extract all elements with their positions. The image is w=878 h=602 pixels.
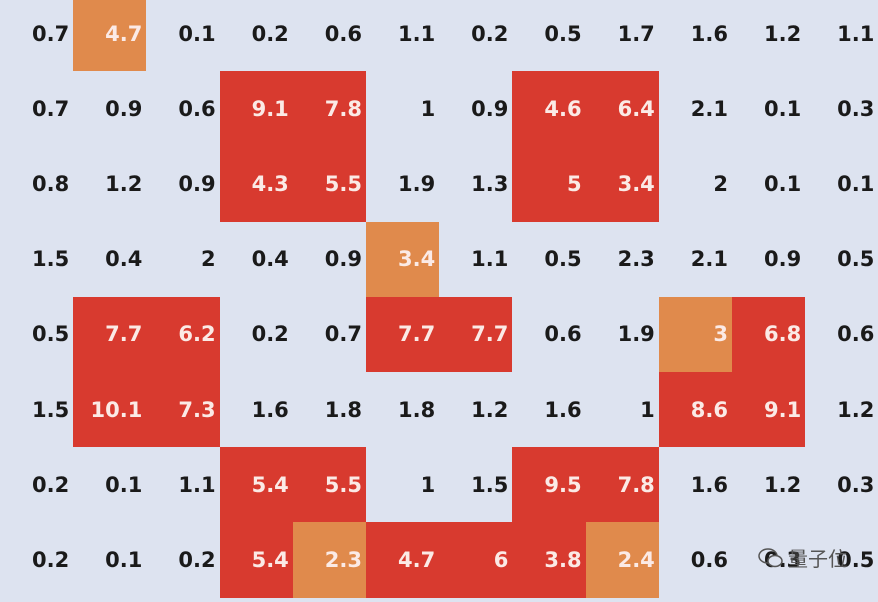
cell: 9.1 (732, 372, 806, 448)
cell: 1 (420, 472, 436, 497)
cell: 7.8 (292, 71, 366, 147)
cell: 3.4 (366, 221, 440, 297)
cell: 3.8 (512, 522, 586, 598)
cell: 5.5 (292, 447, 366, 523)
cell: 2.1 (690, 247, 728, 272)
cell: 7.7 (439, 296, 513, 372)
cell: 1.1 (837, 21, 875, 46)
cell: 1.8 (324, 397, 362, 422)
cell: 6.2 (146, 296, 220, 372)
cell: 0.5 (544, 21, 582, 46)
cell: 0.9 (105, 96, 143, 121)
cell: 1.6 (251, 397, 289, 422)
watermark: 量子位 (788, 547, 848, 571)
cell: 0.2 (31, 472, 70, 497)
cell: 0.1 (763, 96, 802, 121)
cell: 0.5 (544, 247, 582, 272)
cell: 2.3 (292, 522, 366, 598)
cell: 1.6 (690, 472, 728, 497)
cell: 1.1 (178, 472, 216, 497)
cell: 2 (200, 247, 216, 272)
cell: 1.2 (837, 397, 875, 422)
cell: 1.5 (471, 472, 509, 497)
cell: 4.3 (219, 146, 293, 222)
cell: 2 (713, 171, 728, 196)
cell: 0.2 (31, 547, 70, 572)
cell: 10.1 (73, 372, 147, 448)
cell: 0.6 (178, 96, 216, 121)
cell: 0.6 (837, 322, 875, 347)
cell: 0.7 (31, 21, 70, 46)
cell: 7.8 (585, 447, 659, 523)
cell: 1.2 (105, 171, 143, 196)
cell: 0.2 (471, 21, 509, 46)
cell: 1.1 (397, 21, 436, 46)
cell: 0.1 (105, 547, 143, 572)
cell: 4.7 (73, 0, 147, 72)
cell: 1.2 (763, 21, 802, 46)
cell: 7.3 (146, 372, 220, 448)
cell: 0.9 (178, 171, 216, 196)
cell: 6.4 (585, 71, 659, 147)
cell: 9.1 (219, 71, 293, 147)
cell: 1.1 (471, 247, 509, 272)
cell: 3 (658, 296, 732, 372)
cell: 0.3 (837, 96, 875, 121)
cell: 0.2 (251, 21, 289, 46)
cell: 0.6 (324, 21, 362, 46)
cell: 0.1 (105, 472, 143, 497)
cell: 1.5 (31, 247, 70, 272)
cell: 8.6 (658, 372, 732, 448)
cell: 1.6 (544, 397, 582, 422)
cell: 2.3 (617, 247, 655, 272)
cell: 0.5 (31, 322, 70, 347)
cell: 1.7 (617, 21, 655, 46)
cell: 0.2 (251, 322, 289, 347)
watermark-box: 量子位 (758, 543, 848, 572)
cell: 3.4 (585, 146, 659, 222)
cell: 5.4 (219, 447, 293, 523)
cell: 1.3 (471, 171, 509, 196)
cell: 5.5 (292, 146, 366, 222)
cell: 0.8 (31, 171, 70, 196)
cell: 0.4 (105, 247, 143, 272)
cell: 0.9 (324, 247, 362, 272)
cell: 5 (512, 146, 586, 222)
cell: 0.5 (837, 547, 875, 572)
cell: 0.2 (178, 547, 216, 572)
cell: 0.7 (31, 96, 70, 121)
cell: 0.3 (837, 472, 875, 497)
cell: 0.9 (763, 247, 802, 272)
cell: 1.5 (31, 397, 70, 422)
cell: 0.6 (690, 547, 728, 572)
cell: 0.9 (471, 96, 509, 121)
cell: 9.5 (512, 447, 586, 523)
cell: 0.1 (763, 171, 802, 196)
cell: 1.9 (397, 171, 436, 196)
cell: 0.1 (178, 21, 216, 46)
cell: 1.2 (471, 397, 509, 422)
cell: 6.8 (732, 296, 806, 372)
cell: 0.5 (837, 247, 875, 272)
cell: 7.7 (366, 296, 440, 372)
wechat-icon (758, 547, 783, 567)
cell: 1.8 (397, 397, 436, 422)
cell: 7.7 (73, 296, 147, 372)
cell: 4.6 (512, 71, 586, 147)
cell: 0.4 (251, 247, 289, 272)
cell: 6 (439, 522, 513, 598)
cell: 1.6 (690, 21, 728, 46)
cell: 0.7 (324, 322, 362, 347)
cell: 1 (420, 96, 436, 121)
cell: 2.1 (690, 96, 728, 121)
cell: 0.6 (544, 322, 582, 347)
cell: 1.9 (617, 322, 655, 347)
cell: 0.1 (837, 171, 875, 196)
cell: 5.4 (219, 522, 293, 598)
cell: 2.4 (585, 522, 659, 598)
cell: 1 (640, 397, 655, 422)
cell: 4.7 (366, 522, 440, 598)
cell: 1.2 (763, 472, 802, 497)
